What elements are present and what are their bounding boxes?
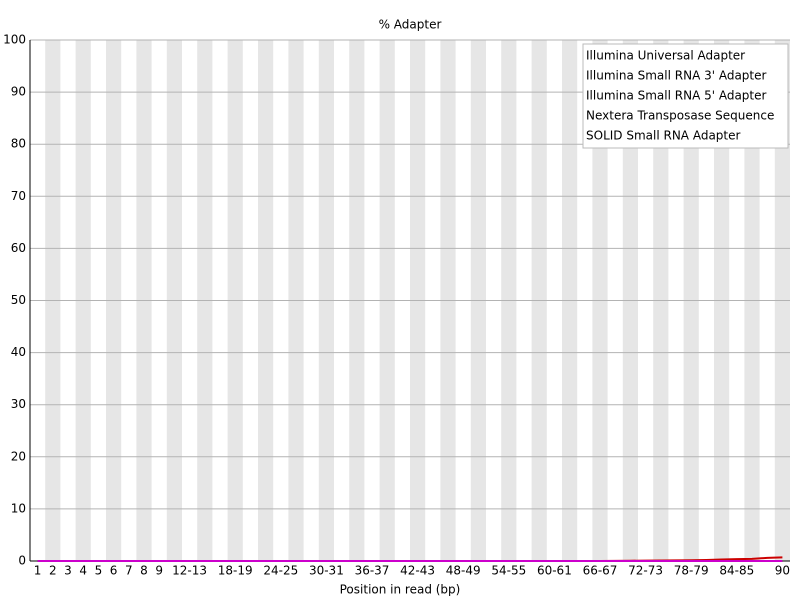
legend-entry: Illumina Small RNA 5' Adapter xyxy=(586,89,767,103)
x-tick-label: 60-61 xyxy=(537,564,572,578)
x-tick-label: 54-55 xyxy=(491,564,526,578)
x-tick-label: 5 xyxy=(95,564,103,578)
y-tick-label: 30 xyxy=(11,397,26,411)
x-tick-label: 66-67 xyxy=(583,564,618,578)
legend-box xyxy=(582,43,789,149)
y-tick-label: 0 xyxy=(18,554,26,568)
legend-entry: Illumina Universal Adapter xyxy=(586,49,745,63)
x-tick-label: 18-19 xyxy=(218,564,253,578)
y-tick-label: 80 xyxy=(11,137,26,151)
x-tick-label: 42-43 xyxy=(400,564,435,578)
x-tick-label: 9 xyxy=(155,564,163,578)
x-tick-label: 90 xyxy=(775,564,790,578)
x-tick-label: 7 xyxy=(125,564,133,578)
x-tick-label: 48-49 xyxy=(446,564,481,578)
x-tick-label: 24-25 xyxy=(263,564,298,578)
y-tick-label: 70 xyxy=(11,189,26,203)
y-tick-label: 100 xyxy=(3,33,26,47)
x-tick-label: 3 xyxy=(64,564,72,578)
y-tick-label: 50 xyxy=(11,293,26,307)
chart-title: % Adapter xyxy=(379,18,442,32)
y-tick-label: 20 xyxy=(11,449,26,463)
x-tick-label: 30-31 xyxy=(309,564,344,578)
legend: Illumina Universal Adapter Illumina Small… xyxy=(582,43,789,149)
x-tick-label: 84-85 xyxy=(719,564,754,578)
x-tick-label: 72-73 xyxy=(628,564,663,578)
y-tick-label: 40 xyxy=(11,345,26,359)
x-tick-label: 36-37 xyxy=(355,564,390,578)
x-tick-label: 6 xyxy=(110,564,118,578)
x-tick-label: 8 xyxy=(140,564,148,578)
x-tick-label: 2 xyxy=(49,564,57,578)
legend-entry: Illumina Small RNA 3' Adapter xyxy=(586,69,767,83)
x-tick-label: 1 xyxy=(34,564,42,578)
x-axis-label: Position in read (bp) xyxy=(340,583,461,597)
y-tick-label: 90 xyxy=(11,85,26,99)
y-tick-label: 60 xyxy=(11,241,26,255)
legend-entry: Nextera Transposase Sequence xyxy=(586,109,774,123)
y-tick-label: 10 xyxy=(11,501,26,515)
legend-entry: SOLID Small RNA Adapter xyxy=(586,129,740,143)
x-tick-label: 4 xyxy=(79,564,87,578)
x-tick-label: 12-13 xyxy=(172,564,207,578)
x-tick-label: 78-79 xyxy=(674,564,709,578)
